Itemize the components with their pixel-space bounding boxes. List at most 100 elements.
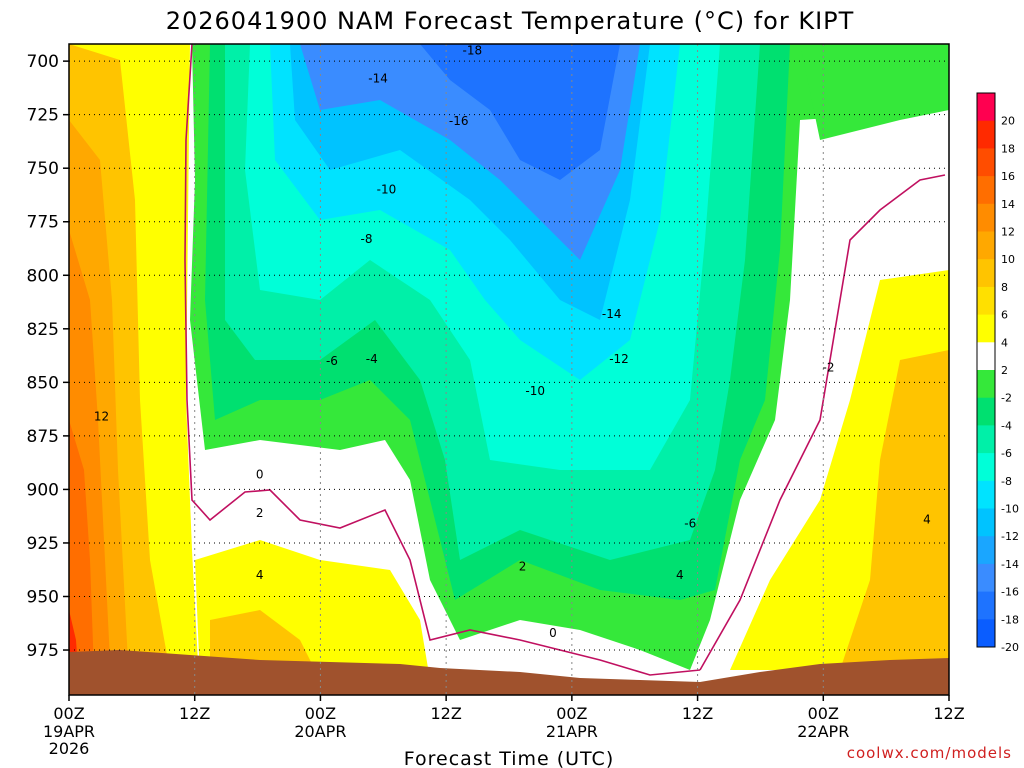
colorbar-label: -10 [1001,503,1019,516]
colorbar-label: 4 [1001,336,1008,349]
colorbar-swatch [977,314,995,343]
colorbar-swatch [977,120,995,149]
contour-label: 0 [256,467,264,481]
contour-label: 2 [256,506,264,520]
colorbar-label: 12 [1001,226,1015,239]
year-label: 2026 [49,739,90,758]
y-tick-label: 900 [27,480,59,500]
colorbar-swatch [977,231,995,260]
colorbar-swatch [977,203,995,232]
colorbar-swatch [977,286,995,316]
y-axis: 700 725 750 775 800 825 850 875 900 925 950 975 [27,52,69,661]
y-tick-label: 800 [27,266,59,286]
colorbar-swatch [977,480,995,509]
contour-label: -6 [684,517,696,531]
x-date-label: 19APR [43,722,95,741]
colorbar-swatch [977,342,995,371]
x-date-label: 20APR [294,722,346,741]
colorbar-label: 2 [1001,364,1008,377]
colorbar-label: -8 [1001,475,1012,488]
contour-label: -16 [449,114,469,128]
contour-label: 0 [549,626,557,640]
chart-title: 2026041900 NAM Forecast Temperature (°C)… [166,7,855,35]
x-tick-label: 00Z [808,704,839,723]
colorbar-swatch [977,148,995,177]
contour-label: -12 [609,352,629,366]
contour-label: 4 [676,568,684,582]
colorbar-label: 18 [1001,142,1015,155]
colorbar-swatch [977,508,995,537]
contour-labels: -18 -14 -16 -10 -8 -14 -6 -4 -12 -10 12 -2 0 2 -6 4 4 2 4 0 [94,43,931,639]
colorbar-label: -12 [1001,530,1019,543]
colorbar-swatch [977,619,995,648]
x-tick-label: 00Z [305,704,336,723]
colorbar-label: -16 [1001,586,1019,599]
contour-label: -4 [366,352,378,366]
y-tick-label: 825 [27,320,59,340]
contour-label: 2 [519,560,527,574]
contour-zero-right [699,174,946,671]
colorbar-label: -18 [1001,613,1019,626]
contour-label: 4 [923,512,931,526]
region-6c-right [840,350,949,670]
contour-label: -18 [463,43,483,57]
x-tick-label: 12Z [682,704,713,723]
x-axis: 00Z 12Z 00Z 12Z 00Z 12Z 00Z 12Z 19APR 20APR 21APR 2… [43,695,965,741]
colorbar-label: 16 [1001,170,1015,183]
colorbar-swatch [977,176,995,205]
colorbar-swatch [977,453,995,482]
colorbar: 20 18 16 14 12 10 8 6 4 2 -2 -4 -6 -8 -10 -12 -14 -16 -18 -… [976,92,1019,654]
colorbar-label: -20 [1001,641,1019,654]
x-tick-label: 12Z [430,704,461,723]
colorbar-swatch [977,563,995,593]
x-tick-label: 12Z [179,704,210,723]
region-12c-left [69,420,95,695]
region-upper-right-green [800,44,949,140]
x-tick-label: 12Z [933,704,964,723]
colorbar-label: 8 [1001,281,1008,294]
credit-text: coolwx.com/models [847,744,1012,762]
y-tick-label: 975 [27,641,59,661]
x-axis-label: Forecast Time (UTC) [404,748,614,768]
contour-label: -10 [525,384,545,398]
colorbar-label: 6 [1001,309,1008,322]
colorbar-swatch [977,370,995,399]
colorbar-swatch [977,397,995,426]
colorbar-swatch [977,536,995,565]
y-tick-label: 850 [27,373,59,393]
ground [69,650,949,695]
colorbar-label: -4 [1001,419,1012,432]
y-tick-label: 725 [27,106,59,126]
contour-label: -14 [602,307,622,321]
y-tick-label: 950 [27,587,59,607]
colorbar-swatch [977,93,995,122]
x-date-label: 22APR [797,722,849,741]
plot-area [69,44,949,695]
y-tick-label: 775 [27,213,59,233]
colorbar-label: 14 [1001,198,1015,211]
colorbar-label: -2 [1001,392,1012,405]
contour-label: -2 [823,360,835,374]
grid [69,44,949,695]
contour-label: -8 [361,232,373,246]
contour-label: 4 [256,568,264,582]
colorbar-label: 10 [1001,253,1015,266]
colorbar-swatch [977,425,995,454]
x-tick-label: 00Z [556,704,587,723]
colorbar-swatch [977,591,995,620]
x-date-label: 21APR [546,722,598,741]
colorbar-label: 20 [1001,115,1015,128]
colorbar-swatch [977,259,995,288]
contour-label: 12 [94,410,109,424]
colorbar-label: -14 [1001,558,1019,571]
colorbar-frame [976,92,996,648]
contour-label: -14 [368,71,388,85]
plot-frame [68,43,950,696]
y-tick-label: 875 [27,427,59,447]
x-tick-label: 00Z [53,704,84,723]
y-tick-label: 925 [27,534,59,554]
region-minus18 [420,44,620,180]
colorbar-label: -6 [1001,447,1012,460]
y-tick-label: 700 [27,52,59,72]
